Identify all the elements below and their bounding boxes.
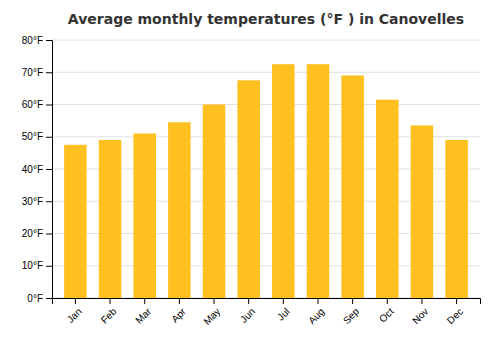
tick-label: Mar	[133, 305, 153, 325]
bar	[133, 134, 156, 298]
tick-label: 80°F	[22, 35, 43, 46]
tick-label: 70°F	[22, 67, 43, 78]
tick-label: 10°F	[22, 260, 43, 271]
grid-line	[52, 40, 480, 41]
title: Average monthly temperatures (°F ) in Ca…	[68, 11, 464, 27]
grid-line	[52, 104, 480, 105]
y-tick: 10°F	[22, 260, 52, 271]
y-tick: 60°F	[22, 99, 52, 110]
tick-mark	[317, 298, 318, 304]
tick-label: Nov	[410, 306, 430, 326]
x-tick: Mar	[133, 298, 153, 326]
tick-label: Feb	[99, 305, 119, 325]
y-tick: 80°F	[22, 35, 52, 46]
x-tick: Feb	[99, 298, 119, 326]
x-tick: Sep	[341, 298, 362, 326]
grid-line	[52, 72, 480, 73]
x-tick: Dec	[445, 298, 465, 326]
y-tick: 30°F	[22, 196, 52, 207]
bar	[237, 80, 260, 298]
axis-line	[46, 41, 53, 299]
tick-mark	[75, 298, 76, 304]
tick-label: May	[201, 306, 222, 327]
tick-mark	[46, 105, 52, 106]
bar	[341, 75, 364, 298]
tick-label: Oct	[377, 306, 396, 325]
x-tick: Jan	[65, 298, 84, 325]
tick-mark	[46, 137, 52, 138]
bar	[411, 125, 434, 298]
tick-label: 20°F	[22, 228, 43, 239]
tick-label: Aug	[306, 306, 326, 326]
tick-mark	[46, 201, 52, 202]
y-tick: 50°F	[22, 131, 52, 142]
bar	[203, 105, 226, 299]
bar	[376, 100, 399, 298]
x-tick: Nov	[410, 298, 430, 326]
x-tick: Apr	[169, 298, 188, 325]
tick-mark	[46, 169, 52, 170]
grid	[52, 40, 480, 298]
tick-label: 60°F	[22, 99, 43, 110]
bar	[307, 64, 330, 298]
tick-label: Sep	[341, 305, 362, 326]
x-tick: May	[201, 298, 222, 327]
tick-label: Jun	[238, 306, 257, 325]
y-tick: 0°F	[27, 293, 52, 304]
x-tick: Aug	[306, 298, 326, 326]
y-tick: 20°F	[22, 228, 52, 239]
x-tick: Jul	[275, 298, 292, 323]
axis-line	[53, 299, 481, 305]
tick-label: 0°F	[27, 293, 43, 304]
chart: Jan Feb Mar Apr May Jun Jul Aug Sep Oct Nov Dec 0°F 1…	[0, 0, 500, 350]
x-axis: Jan Feb Mar Apr May Jun Jul Aug Sep Oct Nov Dec	[53, 298, 481, 327]
bars	[64, 64, 468, 298]
tick-mark	[214, 298, 215, 304]
tick-mark	[421, 298, 422, 304]
tick-label: 30°F	[22, 196, 43, 207]
tick-mark	[283, 298, 284, 304]
tick-mark	[46, 266, 52, 267]
plot-area: Jan Feb Mar Apr May Jun Jul Aug Sep Oct Nov Dec 0°F 1…	[22, 35, 481, 327]
y-axis: 0°F 10°F 20°F 30°F 40°F 50°F 60°F 70°F 80°F	[22, 35, 53, 304]
tick-label: Dec	[445, 306, 465, 326]
tick-mark	[110, 298, 111, 304]
tick-mark	[46, 298, 52, 299]
tick-mark	[46, 40, 52, 41]
tick-label: 40°F	[22, 164, 43, 175]
tick-mark	[456, 298, 457, 304]
tick-mark	[352, 298, 353, 304]
bar	[99, 140, 122, 298]
tick-mark	[179, 298, 180, 304]
tick-mark	[144, 298, 145, 304]
chart-container: Jan Feb Mar Apr May Jun Jul Aug Sep Oct Nov Dec 0°F 1…	[0, 0, 500, 350]
bar	[445, 140, 468, 298]
x-tick: Jun	[238, 298, 257, 325]
tick-label: Jul	[275, 306, 292, 323]
tick-label: Apr	[169, 305, 188, 324]
x-tick: Oct	[377, 298, 396, 325]
bar	[168, 122, 191, 298]
bar	[272, 64, 295, 298]
y-tick: 70°F	[22, 67, 52, 78]
tick-mark	[46, 72, 52, 73]
y-tick: 40°F	[22, 164, 52, 175]
tick-label: Jan	[65, 306, 84, 325]
tick-mark	[248, 298, 249, 304]
tick-mark	[387, 298, 388, 304]
tick-label: 50°F	[22, 131, 43, 142]
tick-mark	[46, 234, 52, 235]
bar	[64, 145, 87, 298]
